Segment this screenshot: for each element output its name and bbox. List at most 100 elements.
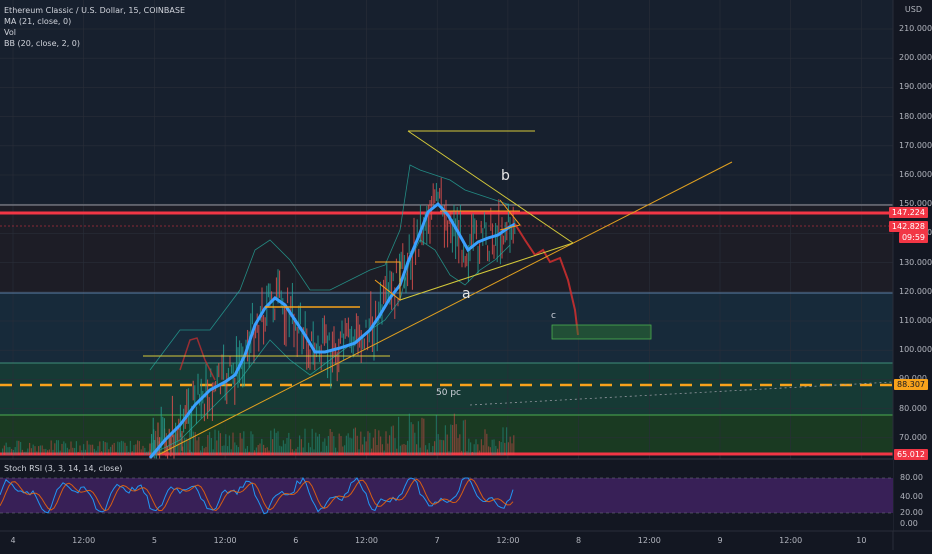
volume-bar [117, 441, 119, 455]
volume-bar [441, 439, 443, 455]
volume-bar [104, 442, 106, 455]
volume-bar [68, 449, 70, 455]
volume-bar [437, 434, 439, 455]
volume-bar [119, 442, 121, 455]
volume-bar [475, 439, 477, 455]
volume-bar [509, 436, 511, 455]
volume-bar [362, 444, 364, 455]
stoch-k-line [0, 476, 514, 515]
volume-bar [443, 440, 445, 455]
volume-bar [214, 429, 216, 455]
volume-bar [452, 425, 454, 455]
volume-bar [482, 445, 484, 455]
volume-bar [84, 449, 86, 455]
volume-bar [464, 419, 466, 455]
volume-bar [9, 446, 11, 455]
volume-bar [133, 445, 135, 455]
triangle-upper [407, 130, 574, 244]
triangle-lower [399, 242, 574, 301]
volume-bar [479, 450, 481, 455]
price-axis-label: 90.000 [899, 374, 927, 383]
volume-bar [72, 447, 74, 455]
support-price-tag: 65.012 [894, 449, 928, 460]
price-axis-label: 190.000 [899, 82, 932, 92]
volume-bar [147, 451, 149, 455]
volume-bar [264, 448, 266, 455]
volume-bars [2, 413, 515, 455]
volume-bar [345, 435, 347, 455]
volume-bar [385, 431, 387, 455]
volume-bar [318, 434, 320, 455]
volume-bar [277, 431, 279, 455]
volume-bar [299, 435, 301, 455]
volume-bar [198, 437, 200, 455]
volume-bar [272, 439, 274, 455]
volume-bar [83, 444, 85, 455]
volume-bar [210, 437, 212, 455]
volume-bar [405, 444, 407, 455]
volume-bar [398, 416, 400, 455]
projection-path [514, 223, 579, 336]
volume-bar [349, 437, 351, 455]
volume-bar [426, 449, 428, 455]
stoch-rsi-legend[interactable]: Stoch RSI (3, 3, 14, 14, close) [4, 464, 123, 473]
volume-bar [95, 450, 97, 455]
volume-bar [201, 445, 203, 455]
volume-bar [192, 431, 194, 455]
candles [149, 177, 516, 472]
vol-legend[interactable]: Vol [4, 28, 16, 37]
volume-bar [223, 445, 225, 455]
volume-bar [254, 450, 256, 455]
fib50-price-tag: 88.307 [894, 379, 928, 390]
time-axis-label: 12:00 [213, 536, 237, 545]
volume-bar [484, 429, 486, 455]
volume-bar [227, 446, 229, 455]
volume-bar [77, 451, 79, 455]
currency-label[interactable]: USD [904, 5, 922, 14]
volume-bar [138, 441, 140, 455]
volume-bar [174, 445, 176, 455]
volume-bar [419, 447, 421, 455]
volume-bar [453, 413, 455, 455]
volume-bar [50, 440, 52, 455]
volume-bar [115, 451, 117, 455]
volume-bar [477, 444, 479, 455]
volume-bar [207, 435, 209, 455]
volume-bar [97, 446, 99, 455]
volume-bar [273, 428, 275, 455]
stoch-axis-label: 40.00 [900, 492, 923, 501]
volume-bar [432, 446, 434, 455]
volume-bar [30, 448, 32, 455]
volume-bar [480, 439, 482, 455]
bb-legend[interactable]: BB (20, close, 2, 0) [4, 39, 80, 48]
volume-bar [320, 451, 322, 455]
price-axis-label: 110.000 [899, 316, 932, 325]
ma-legend[interactable]: MA (21, close, 0) [4, 17, 72, 26]
volume-bar [360, 431, 362, 455]
volume-bar [315, 432, 317, 455]
volume-bar [23, 451, 25, 455]
volume-bar [153, 429, 155, 455]
volume-bar [45, 448, 47, 455]
volume-bar [511, 443, 513, 455]
time-axis-label: 12:00 [779, 536, 803, 545]
volume-bar [12, 449, 14, 455]
volume-bar [228, 435, 230, 455]
volume-bar [167, 451, 169, 455]
volume-bar [381, 444, 383, 455]
volume-bar [205, 446, 207, 455]
volume-bar [90, 444, 92, 455]
volume-bar [331, 431, 333, 455]
volume-bar [63, 441, 65, 455]
volume-bar [324, 438, 326, 455]
volume-bar [70, 441, 72, 455]
volume-bar [471, 451, 473, 455]
volume-bar [250, 431, 252, 455]
time-axis-label: 10 [856, 536, 867, 545]
volume-bar [468, 438, 470, 455]
symbol-title[interactable]: Ethereum Classic / U.S. Dollar, 15, COIN… [4, 6, 185, 15]
price-axis-label: 70.000 [899, 432, 927, 442]
ma-line [148, 201, 516, 459]
